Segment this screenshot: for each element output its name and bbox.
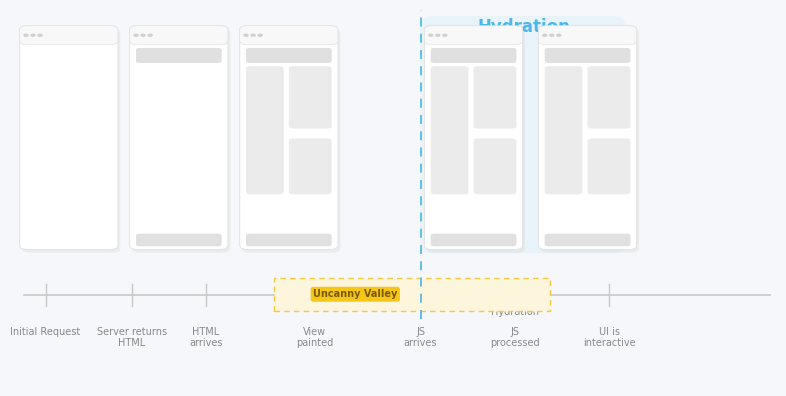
Text: Server returns
HTML: Server returns HTML — [97, 327, 167, 348]
FancyBboxPatch shape — [538, 26, 637, 249]
FancyBboxPatch shape — [20, 26, 118, 249]
FancyBboxPatch shape — [240, 26, 338, 249]
FancyBboxPatch shape — [474, 139, 516, 194]
FancyBboxPatch shape — [424, 26, 523, 45]
FancyBboxPatch shape — [22, 29, 120, 253]
Bar — [274, 278, 550, 311]
Text: View
painted: View painted — [296, 327, 333, 348]
FancyBboxPatch shape — [132, 29, 230, 253]
FancyBboxPatch shape — [246, 234, 332, 246]
Text: UI is
interactive: UI is interactive — [583, 327, 635, 348]
FancyBboxPatch shape — [242, 29, 340, 253]
Circle shape — [436, 34, 440, 36]
FancyBboxPatch shape — [588, 66, 630, 129]
FancyBboxPatch shape — [538, 26, 637, 45]
FancyBboxPatch shape — [20, 26, 118, 45]
Circle shape — [244, 34, 248, 36]
FancyBboxPatch shape — [289, 139, 332, 194]
Circle shape — [429, 34, 432, 36]
Text: Uncanny Valley: Uncanny Valley — [313, 289, 398, 299]
Circle shape — [141, 34, 145, 36]
Circle shape — [134, 34, 138, 36]
Circle shape — [31, 34, 35, 36]
FancyBboxPatch shape — [136, 234, 222, 246]
Text: HTML
arrives: HTML arrives — [189, 327, 222, 348]
Circle shape — [24, 34, 28, 36]
Text: Hydration: Hydration — [490, 307, 539, 317]
FancyBboxPatch shape — [136, 48, 222, 63]
FancyBboxPatch shape — [545, 66, 582, 194]
FancyBboxPatch shape — [240, 26, 338, 45]
FancyBboxPatch shape — [424, 26, 523, 249]
FancyBboxPatch shape — [246, 48, 332, 63]
FancyBboxPatch shape — [431, 48, 516, 63]
Text: Initial Request: Initial Request — [10, 327, 81, 337]
FancyBboxPatch shape — [545, 48, 630, 63]
Circle shape — [543, 34, 547, 36]
Circle shape — [39, 34, 42, 36]
Text: Hydration: Hydration — [478, 18, 571, 36]
Text: JS
arrives: JS arrives — [404, 327, 437, 348]
Text: JS
processed: JS processed — [490, 327, 540, 348]
FancyBboxPatch shape — [130, 26, 228, 249]
FancyBboxPatch shape — [588, 139, 630, 194]
Circle shape — [443, 34, 446, 36]
FancyBboxPatch shape — [474, 66, 516, 129]
Circle shape — [149, 34, 152, 36]
FancyBboxPatch shape — [289, 66, 332, 129]
FancyBboxPatch shape — [431, 234, 516, 246]
FancyBboxPatch shape — [130, 26, 228, 45]
Circle shape — [259, 34, 262, 36]
FancyBboxPatch shape — [431, 66, 468, 194]
FancyBboxPatch shape — [421, 16, 625, 253]
FancyBboxPatch shape — [545, 234, 630, 246]
Circle shape — [556, 34, 561, 36]
FancyBboxPatch shape — [541, 29, 639, 253]
Circle shape — [252, 34, 255, 36]
Circle shape — [550, 34, 554, 36]
FancyBboxPatch shape — [427, 29, 525, 253]
FancyBboxPatch shape — [246, 66, 284, 194]
